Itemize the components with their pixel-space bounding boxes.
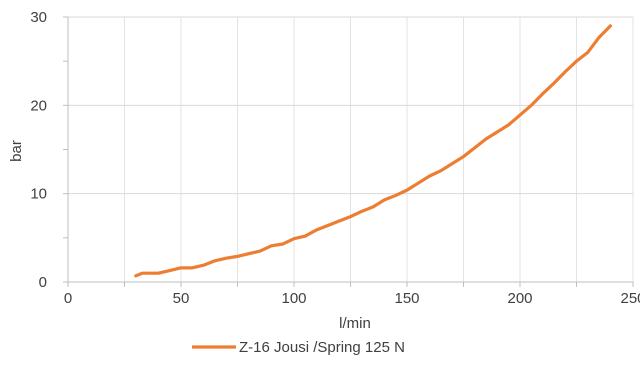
x-tick-label: 0 bbox=[64, 290, 72, 307]
x-tick-labels: 0 50 100 150 200 250 bbox=[64, 290, 640, 307]
legend-label: Z-16 Jousi /Spring 125 N bbox=[239, 339, 405, 356]
x-tick-label: 100 bbox=[281, 290, 306, 307]
x-axis-label: l/min bbox=[339, 315, 371, 332]
legend: Z-16 Jousi /Spring 125 N bbox=[192, 339, 405, 356]
y-tick-label: 30 bbox=[30, 9, 47, 26]
x-tick-label: 150 bbox=[394, 290, 419, 307]
y-tick-label: 10 bbox=[30, 186, 47, 203]
gridlines bbox=[68, 16, 634, 282]
x-tick-label: 50 bbox=[173, 290, 190, 307]
series-group bbox=[134, 24, 613, 278]
y-axis-label: bar bbox=[8, 140, 25, 162]
y-tick-labels: 0 10 20 30 bbox=[30, 9, 47, 291]
series-line bbox=[134, 24, 613, 278]
x-tick-label: 200 bbox=[507, 290, 532, 307]
x-tick-label: 250 bbox=[620, 290, 640, 307]
axes bbox=[63, 16, 634, 287]
y-tick-label: 20 bbox=[30, 97, 47, 114]
y-tick-label: 0 bbox=[39, 274, 47, 291]
